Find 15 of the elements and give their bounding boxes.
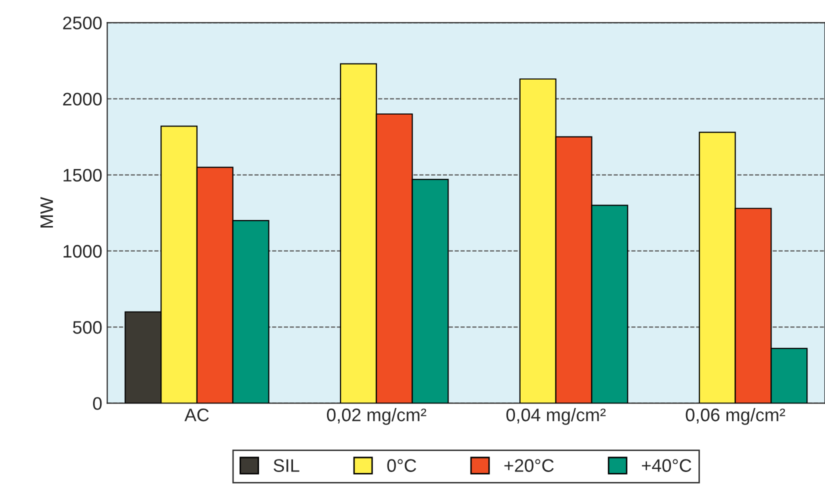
x-tick-label: 0,06 mg/cm² <box>686 408 786 425</box>
x-tick-label: AC <box>184 408 209 422</box>
x-tick-label: 0,04 mg/cm² <box>506 408 606 425</box>
x-tick-label: 0,02 mg/cm² <box>326 408 426 425</box>
y-tick-label: 500 <box>72 321 102 334</box>
y-tick-label: 1500 <box>64 168 102 182</box>
legend-label: 0°C <box>387 459 416 472</box>
y-tick-label: 0 <box>93 397 102 410</box>
y-axis-title: MW <box>40 196 53 228</box>
y-tick-label: 2500 <box>63 16 102 30</box>
legend-label: +20°C <box>504 459 554 472</box>
legend-label: +40°C <box>642 459 692 472</box>
y-tick-label: 2000 <box>63 92 102 106</box>
y-tick-label: 1000 <box>64 244 102 258</box>
legend-label: SIL <box>274 459 300 472</box>
